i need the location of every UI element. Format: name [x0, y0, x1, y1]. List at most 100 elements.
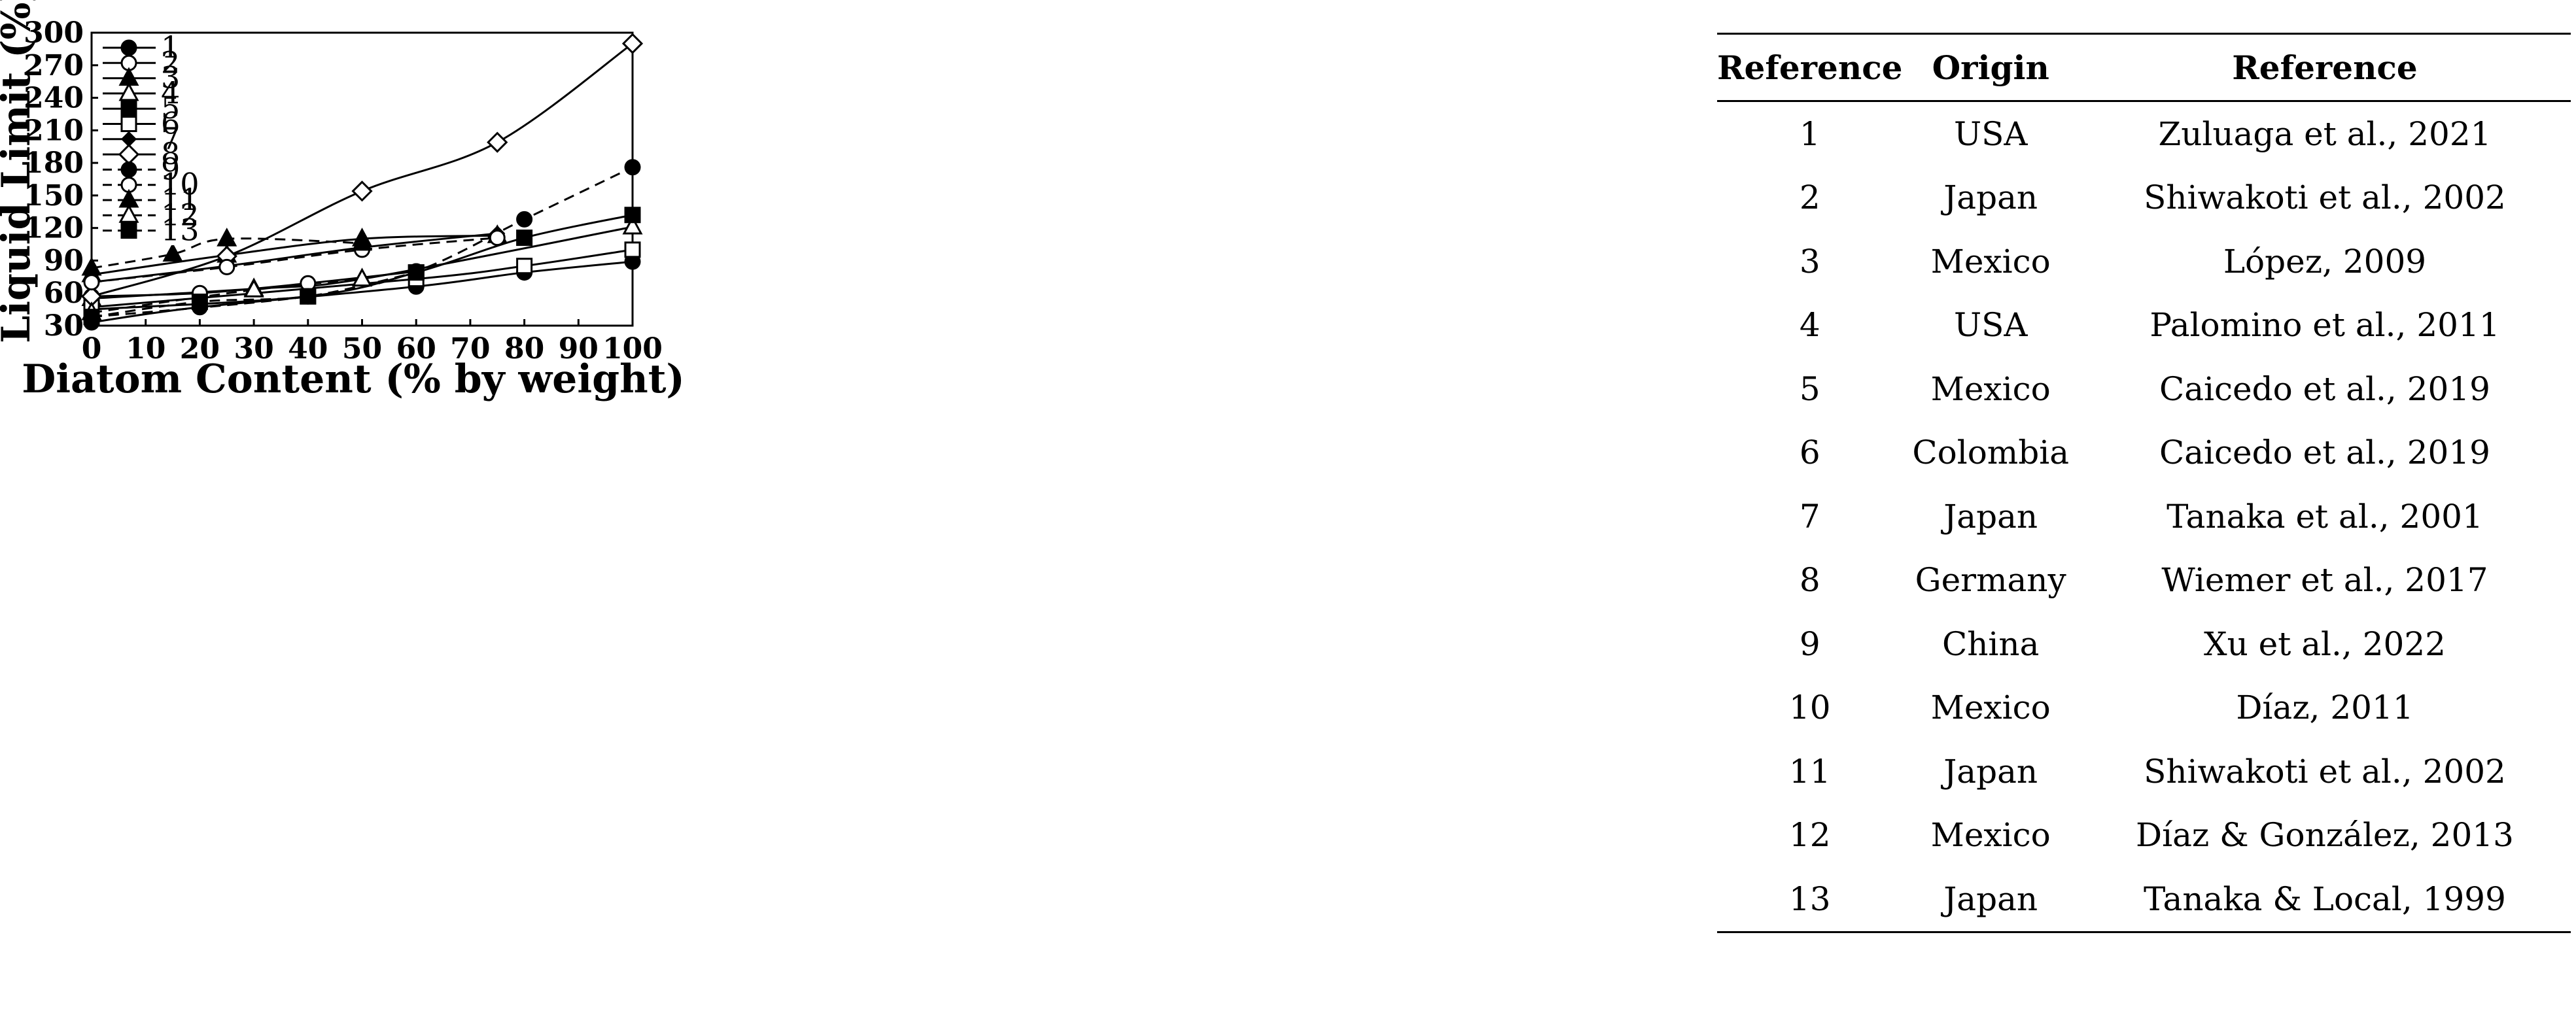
table-row: 12 Mexico Díaz & González, 2013	[1717, 804, 2571, 868]
data-point-10	[489, 230, 506, 247]
series-line-10	[91, 237, 498, 284]
legend-item-13: 13	[103, 213, 200, 248]
table-cell: Tanaka et al., 2001	[2167, 497, 2483, 536]
legend-item-8: 8	[103, 136, 180, 171]
legend-background	[98, 36, 190, 245]
table-row: 11 Japan Shiwakoti et al., 2002	[1717, 740, 2571, 804]
data-point-12	[351, 267, 373, 287]
series-11	[91, 237, 362, 269]
y-tick-label: 180	[24, 146, 84, 180]
y-tick-label: 270	[24, 49, 84, 82]
table-cell: López, 2009	[2223, 242, 2427, 281]
data-point-4	[622, 215, 643, 235]
table-cell: Shiwakoti et al., 2002	[2144, 752, 2506, 791]
series-13-markers	[83, 264, 425, 326]
y-tick-label: 30	[44, 309, 84, 343]
series-line-9	[91, 166, 633, 318]
data-point-8	[621, 33, 644, 54]
legend-label: 6	[161, 106, 180, 141]
table-row: 4 USA Palomino et al., 2011	[1717, 294, 2571, 358]
table-row: 13 Japan Tanaka & Local, 1999	[1717, 867, 2571, 932]
y-tick-label: 60	[44, 277, 84, 310]
table-cell: 1	[1799, 114, 1820, 153]
legend-label: 12	[161, 197, 200, 232]
x-tick-label: 90	[559, 332, 599, 366]
y-tick-label: 120	[24, 212, 84, 245]
table-cell: Palomino et al., 2011	[2150, 306, 2500, 345]
legend-label: 11	[161, 182, 200, 217]
x-tick-label: 60	[396, 332, 436, 366]
x-tick-label: 70	[450, 332, 490, 366]
data-point-11	[217, 228, 237, 247]
data-point-11	[351, 231, 373, 251]
data-point-6	[516, 258, 533, 275]
table-cell: Wiemer et al., 2017	[2161, 561, 2488, 600]
table-cell: 13	[1788, 879, 1831, 918]
table-cell: China	[1941, 624, 2040, 663]
table-cell: Xu et al., 2022	[2203, 624, 2446, 663]
table-cell: 11	[1788, 752, 1831, 791]
legend-item-10: 10	[103, 167, 200, 202]
legend-label: 9	[161, 151, 180, 186]
table-row: 2 Japan Shiwakoti et al., 2002	[1717, 166, 2571, 230]
table-cell: USA	[1953, 306, 2028, 345]
legend-marker	[120, 161, 137, 178]
legend-label: 10	[161, 167, 200, 202]
legend-item-6: 6	[103, 106, 180, 141]
table-cell: Díaz, 2011	[2236, 689, 2414, 727]
table-cell: Mexico	[1930, 689, 2051, 727]
table-cell: Japan	[1943, 752, 2038, 791]
legend-item-2: 2	[103, 44, 180, 80]
legend-marker	[120, 100, 137, 117]
reference-table: Reference Origin Reference 1 USA Zuluaga et …	[1717, 33, 2571, 933]
data-point-9	[516, 211, 533, 228]
table-cell: 8	[1799, 561, 1820, 600]
data-point-5	[624, 207, 641, 224]
table-cell: 10	[1788, 689, 1831, 727]
data-point-5	[516, 230, 533, 247]
data-point-13	[408, 264, 425, 281]
table-cell: 9	[1799, 624, 1820, 663]
data-point-13	[300, 288, 317, 305]
table-cell: Díaz & González, 2013	[2136, 816, 2514, 855]
series-4	[91, 226, 633, 300]
series-line-11	[91, 237, 362, 269]
table-row: 3 Mexico López, 2009	[1717, 230, 2571, 294]
table-cell: Japan	[1943, 497, 2038, 536]
table-cell: 12	[1788, 816, 1831, 855]
table-cell: Colombia	[1912, 434, 2070, 472]
legend-item-12: 12	[103, 197, 200, 232]
table-cell: 3	[1799, 242, 1820, 281]
table-cell: Caicedo et al., 2019	[2159, 369, 2490, 408]
data-point-8	[351, 180, 373, 202]
y-tick-label: 90	[44, 244, 84, 277]
data-point-11	[162, 243, 183, 262]
data-point-13	[191, 293, 208, 310]
legend-item-9: 9	[103, 151, 180, 186]
legend-label: 7	[161, 121, 180, 156]
x-tick-label: 40	[288, 332, 328, 366]
data-point-10	[83, 274, 100, 291]
table-header-cell: Reference	[1717, 48, 1903, 87]
legend-item-1: 1	[103, 29, 180, 65]
table-cell: 6	[1799, 434, 1820, 472]
table-cell: Germany	[1915, 561, 2066, 600]
series-line-3	[91, 234, 498, 276]
x-tick-label: 80	[504, 332, 544, 366]
legend-marker	[118, 82, 139, 101]
series-line-4	[91, 226, 633, 300]
table-cell: 2	[1799, 179, 1820, 217]
series-8-markers	[80, 33, 644, 307]
x-tick-label: 10	[126, 332, 165, 366]
legend-label: 13	[161, 213, 200, 248]
legend-marker	[120, 116, 137, 132]
data-point-12	[243, 279, 264, 298]
y-tick-label: 150	[24, 179, 84, 213]
x-tick-label: 30	[234, 332, 273, 366]
table-row: 9 China Xu et al., 2022	[1717, 612, 2571, 676]
liquid-limit-chart: 0 10 20 30 40 50 60 70 80 90 100306090120150180210…	[0, 0, 685, 402]
legend-marker	[120, 222, 137, 239]
table-row: 1 USA Zuluaga et al., 2021	[1717, 101, 2571, 166]
series-10	[91, 237, 498, 284]
table-row: 7 Japan Tanaka et al., 2001	[1717, 485, 2571, 549]
